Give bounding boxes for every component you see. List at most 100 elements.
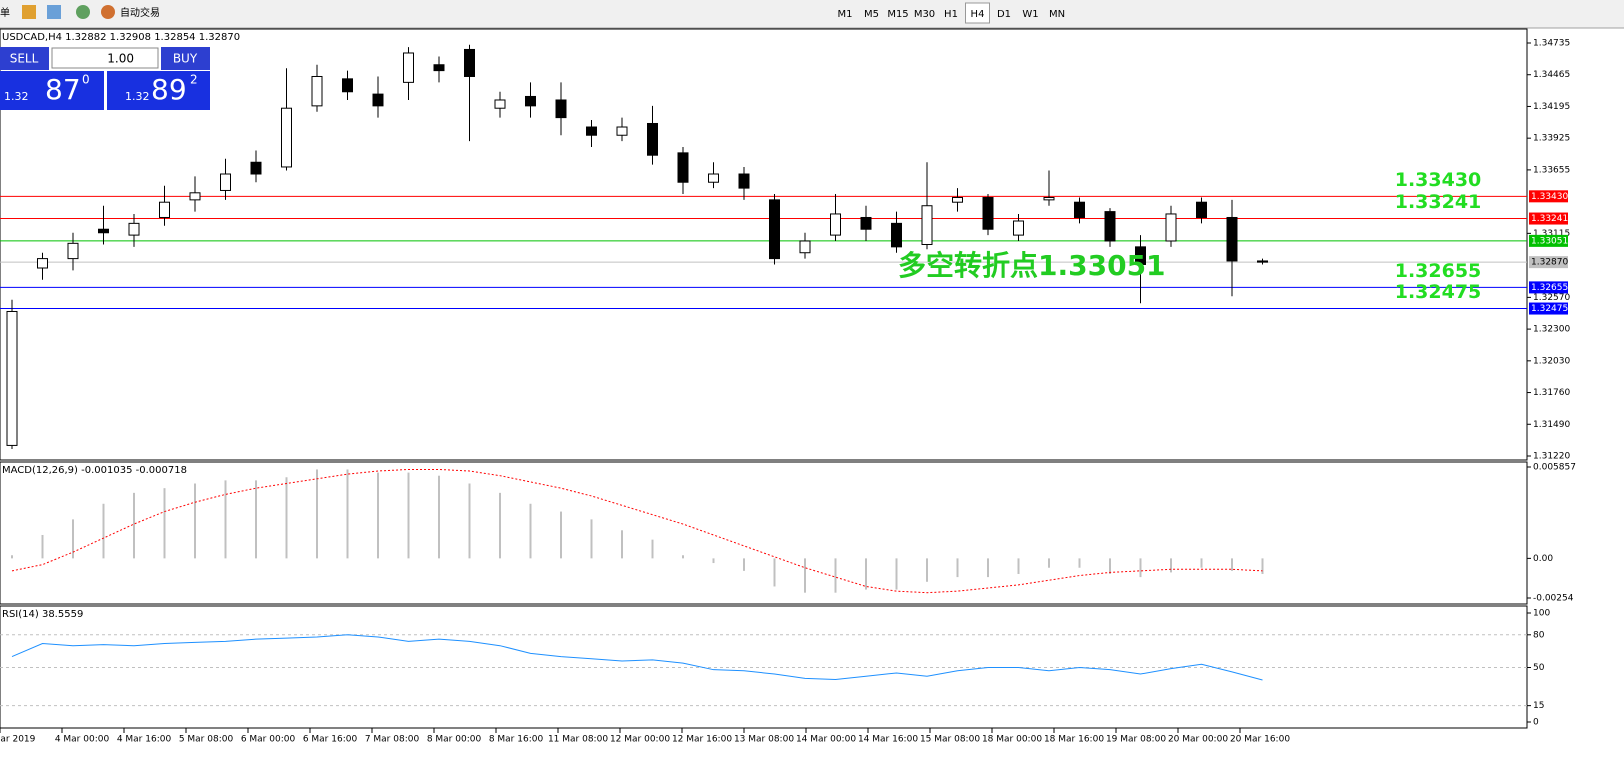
x-tick-label: 14 Mar 00:00: [796, 735, 856, 745]
candle-body: [37, 258, 48, 269]
price-tag: [1529, 212, 1568, 225]
sell-button[interactable]: [0, 47, 49, 70]
price-tag: [1529, 302, 1568, 315]
x-tick-label: 8 Mar 16:00: [489, 735, 544, 745]
y-tick-label: 80: [1533, 630, 1545, 640]
x-tick-label: 19 Mar 08:00: [1106, 735, 1166, 745]
sell-sup: 0: [82, 73, 90, 87]
buy-label[interactable]: BUY: [173, 52, 198, 66]
level-callout: 1.32475: [1395, 281, 1482, 303]
buy-price-box[interactable]: [107, 71, 210, 110]
timeframe-button[interactable]: M30: [914, 9, 935, 20]
x-tick-label: 15 Mar 08:00: [920, 735, 980, 745]
icon-autotrade[interactable]: [101, 5, 115, 19]
timeframe-button[interactable]: H1: [944, 9, 958, 20]
toolbar: [0, 0, 1624, 28]
rsi-legend: RSI(14) 38.5559: [2, 609, 83, 620]
y-tick-label: 100: [1533, 609, 1550, 619]
candle-body: [830, 213, 841, 236]
candle-body: [555, 99, 567, 119]
candle-body: [1074, 201, 1085, 218]
level-callout: 1.33430: [1395, 169, 1482, 191]
y-tick-label: 1.32030: [1533, 356, 1570, 366]
y-tick-label: 1.34735: [1533, 39, 1570, 49]
x-tick-label: 18 Mar 16:00: [1044, 735, 1104, 745]
y-tick-label: 1.31220: [1533, 452, 1570, 462]
candle-body: [769, 199, 780, 260]
candle-body: [525, 95, 536, 107]
x-tick-label: 12 Mar 00:00: [610, 735, 670, 745]
y-tick-label: 1.32570: [1533, 293, 1570, 303]
candle-body: [586, 126, 597, 136]
x-tick-label: 7 Mar 08:00: [365, 735, 420, 745]
candle-body: [6, 310, 18, 446]
sell-price-box[interactable]: [0, 71, 104, 110]
x-tick-label: 5 Mar 08:00: [179, 735, 234, 745]
lot-value[interactable]: 1.00: [107, 52, 134, 66]
annotation: 多空转折点1.33051: [898, 249, 1166, 282]
candle-body: [738, 173, 750, 189]
y-tick-label: 0.00: [1533, 554, 1553, 564]
candle-body: [494, 99, 506, 109]
timeframe-button[interactable]: M5: [864, 9, 879, 20]
y-tick-label: 1.31490: [1533, 420, 1570, 430]
level-callout: 1.32655: [1395, 260, 1482, 282]
x-tick-label: 20 Mar 00:00: [1168, 735, 1228, 745]
price-tag: [1529, 281, 1568, 294]
timeframe-button[interactable]: M1: [838, 9, 853, 20]
lot-input[interactable]: [51, 47, 159, 69]
macd-panel: [0, 461, 1528, 605]
candle-body: [647, 122, 658, 156]
timeframe-button[interactable]: M15: [887, 9, 908, 20]
y-tick-label: 0: [1533, 718, 1539, 728]
signal-line: [11, 468, 1263, 594]
y-tick-label: 1.33925: [1533, 134, 1570, 144]
y-tick-label: 15: [1533, 701, 1544, 711]
buy-button[interactable]: [161, 47, 210, 70]
timeframe-button[interactable]: H4: [971, 9, 985, 20]
timeframe-button[interactable]: D1: [997, 9, 1011, 20]
x-tick-label: 14 Mar 16:00: [858, 735, 918, 745]
timeframe-button[interactable]: MN: [1049, 9, 1065, 20]
icon: [47, 5, 61, 19]
buy-prefix: 1.32: [125, 90, 150, 103]
auto-trading[interactable]: 自动交易: [120, 6, 160, 19]
x-tick-label: 12 Mar 16:00: [672, 735, 732, 745]
price-tag-label: 1.33051: [1531, 236, 1568, 246]
y-tick-label: 1.31760: [1533, 388, 1570, 398]
candle-body: [677, 152, 689, 183]
sell-main: 87: [45, 73, 81, 106]
x-tick-label: Mar 2019: [0, 735, 36, 745]
x-tick-label: 18 Mar 00:00: [982, 735, 1042, 745]
candle-body: [1165, 213, 1177, 242]
candle-body: [281, 107, 292, 168]
x-tick-label: 6 Mar 00:00: [241, 735, 296, 745]
timeframe-button[interactable]: W1: [1022, 9, 1038, 20]
rsi-line: [11, 634, 1263, 681]
candle-body: [1104, 211, 1116, 242]
price-tag-label: 1.32655: [1531, 283, 1568, 293]
y-tick-label: 1.32300: [1533, 325, 1570, 335]
candle-body: [1043, 197, 1055, 201]
candle-body: [891, 222, 902, 248]
y-tick-label: 1.34195: [1533, 102, 1570, 112]
y-tick-label: 50: [1533, 663, 1545, 673]
sell-prefix: 1.32: [4, 90, 29, 103]
candle-body: [342, 78, 353, 93]
buy-main: 89: [151, 73, 187, 106]
candle-body: [67, 242, 79, 260]
candle-body: [403, 52, 414, 83]
y-tick-label: 0.005857: [1533, 463, 1576, 473]
candle-body: [982, 197, 994, 230]
candle-body: [708, 173, 719, 183]
candle-body: [159, 201, 170, 218]
candle-body: [433, 64, 445, 72]
trade-panel: SELL 1.00 BUY 1.32 87 0 1.32 89 2: [0, 47, 210, 110]
sell-label[interactable]: SELL: [10, 52, 39, 66]
price-tag: [1529, 256, 1568, 269]
candle-body: [1135, 246, 1146, 265]
icon: [76, 5, 90, 19]
x-tick-label: 20 Mar 16:00: [1230, 735, 1290, 745]
x-tick-label: 4 Mar 16:00: [117, 735, 172, 745]
